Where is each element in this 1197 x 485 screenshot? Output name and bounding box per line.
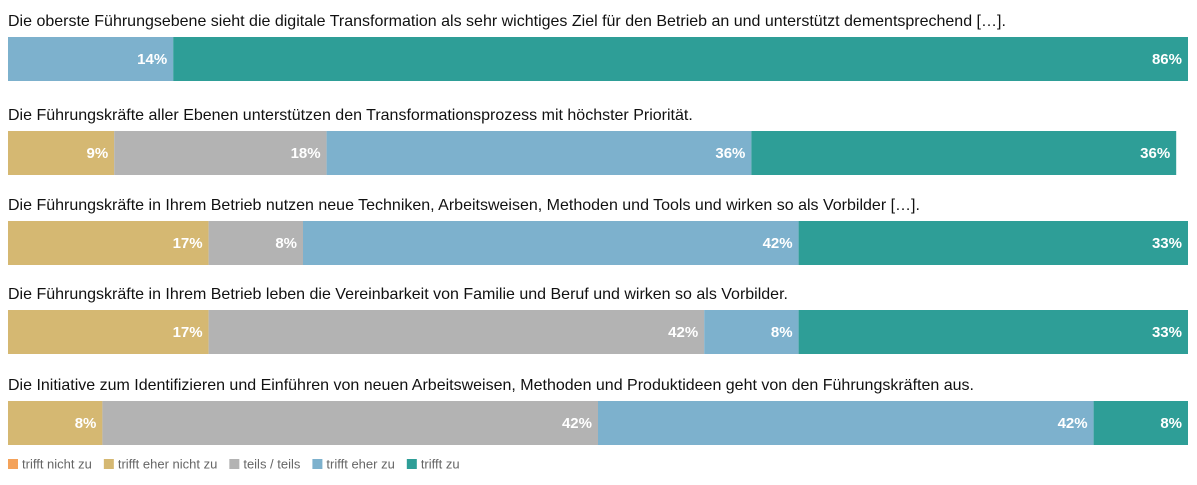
legend-swatch [229, 459, 240, 469]
bar-segment [173, 37, 1188, 81]
legend-swatch [103, 459, 114, 469]
value-label: 42% [562, 415, 592, 432]
legend-label: trifft zu [421, 456, 460, 471]
bar-segment [102, 401, 599, 445]
value-label: 33% [1152, 235, 1182, 252]
bar-segment [8, 37, 174, 81]
legend-swatch [8, 459, 18, 469]
question: Die Initiative zum Identifizieren und Ei… [8, 377, 974, 394]
value-label: 8% [771, 324, 793, 341]
bar-segment [303, 221, 799, 265]
bar-segment [798, 221, 1188, 265]
bar-segment [704, 310, 799, 354]
bar-segment [208, 310, 705, 354]
value-label: 8% [1160, 415, 1182, 432]
bar-segment [8, 131, 115, 175]
bar-segment [8, 401, 103, 445]
value-label: 8% [75, 415, 97, 432]
value-label: 17% [173, 235, 203, 252]
bar-segment [326, 131, 752, 175]
value-label: 36% [1140, 145, 1170, 162]
bar-segment [1093, 401, 1188, 445]
legend-swatch [312, 459, 323, 469]
question: Die oberste Führungsebene sieht die digi… [8, 13, 1006, 30]
legend-label: trifft nicht zu [22, 456, 92, 471]
question: Die Führungskräfte in Ihrem Betrieb nutz… [8, 197, 920, 214]
bar-segment [8, 221, 209, 265]
legend-swatch [406, 459, 417, 469]
bar-segment [798, 310, 1188, 354]
value-label: 42% [1058, 415, 1088, 432]
value-label: 18% [291, 145, 321, 162]
bar-segment [598, 401, 1094, 445]
question: Die Führungskräfte aller Ebenen unterstü… [8, 107, 693, 124]
bar-segment [208, 221, 303, 265]
bar-segment [751, 131, 1177, 175]
legend-label: trifft eher zu [326, 456, 394, 471]
question: Die Führungskräfte in Ihrem Betrieb lebe… [8, 286, 788, 303]
value-label: 9% [87, 145, 109, 162]
legend-label: teils / teils [243, 456, 301, 471]
bar-segment [114, 131, 327, 175]
bar-segment [8, 310, 209, 354]
legend-label: trifft eher nicht zu [118, 456, 217, 471]
value-label: 36% [715, 145, 745, 162]
value-label: 86% [1152, 51, 1182, 68]
value-label: 42% [763, 235, 793, 252]
value-label: 8% [275, 235, 297, 252]
value-label: 14% [137, 51, 167, 68]
value-label: 33% [1152, 324, 1182, 341]
value-label: 42% [668, 324, 698, 341]
value-label: 17% [173, 324, 203, 341]
